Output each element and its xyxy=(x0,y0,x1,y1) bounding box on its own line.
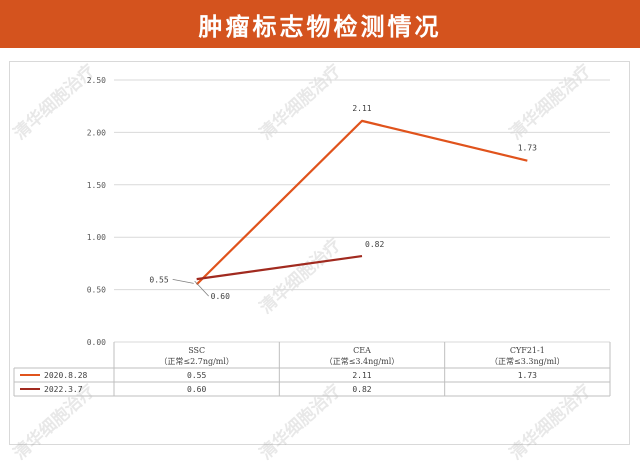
y-tick-label: 1.50 xyxy=(87,181,106,190)
chart-card xyxy=(9,61,630,445)
y-tick-label: 0.00 xyxy=(87,338,106,347)
x-category-label: CEA xyxy=(353,346,371,355)
data-label: 2.11 xyxy=(352,104,371,113)
data-label: 0.82 xyxy=(365,240,384,249)
series-line xyxy=(195,119,528,286)
data-label-leader xyxy=(194,280,209,297)
table-cell-value: 0.55 xyxy=(187,371,206,380)
table-cell-value: 0.82 xyxy=(352,385,371,394)
table-cell-value: 2.11 xyxy=(352,371,371,380)
y-tick-label: 2.50 xyxy=(87,76,106,85)
table-cell-value: 0.60 xyxy=(187,385,206,394)
x-category-label: SSC xyxy=(188,346,205,355)
legend-label: 2020.8.28 xyxy=(44,371,88,380)
data-label-leader xyxy=(172,278,194,284)
legend-label: 2022.3.7 xyxy=(44,385,83,394)
x-category-label: CYF21-1 xyxy=(510,346,545,355)
series-line xyxy=(196,254,363,281)
x-category-ref: （正常≤3.4ng/ml） xyxy=(325,357,400,366)
table-cell-value: 1.73 xyxy=(518,371,537,380)
data-label: 0.60 xyxy=(211,292,230,301)
data-label: 0.55 xyxy=(149,275,168,284)
page-title: 肿瘤标志物检测情况 xyxy=(0,0,640,48)
y-tick-label: 0.50 xyxy=(87,286,106,295)
x-category-ref: （正常≤3.3ng/ml） xyxy=(490,357,565,366)
y-tick-label: 2.00 xyxy=(87,128,106,137)
y-tick-label: 1.00 xyxy=(87,233,106,242)
x-category-ref: （正常≤2.7ng/ml） xyxy=(159,357,234,366)
data-label: 1.73 xyxy=(518,144,537,153)
